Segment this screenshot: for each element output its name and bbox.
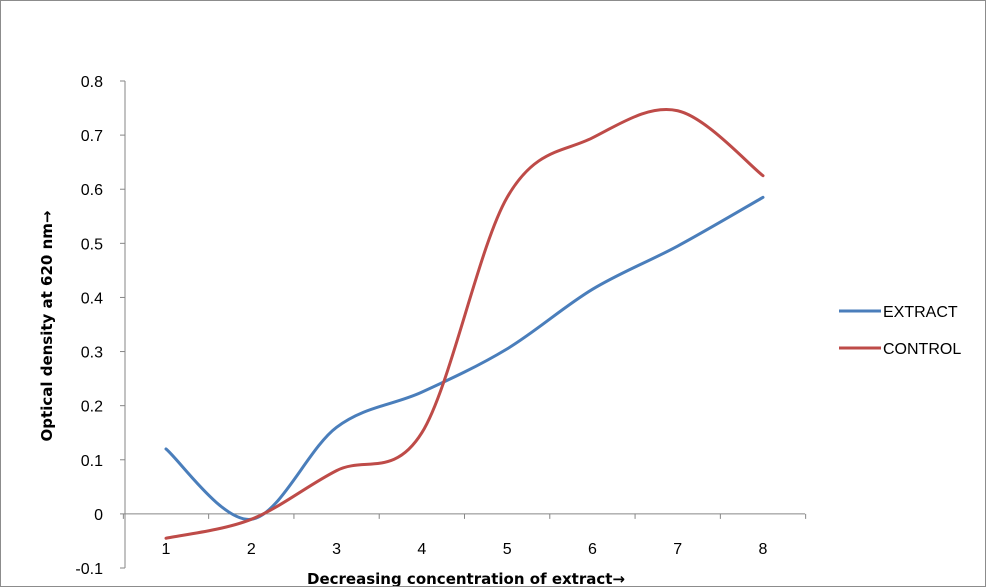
y-tick-label: 0.2 <box>81 399 103 416</box>
y-tick-label: 0.4 <box>81 290 103 307</box>
y-tick-label: -0.1 <box>75 561 103 578</box>
series-line-control <box>164 108 765 540</box>
legend-label-control: CONTROL <box>883 341 961 358</box>
x-tick-label: 4 <box>417 541 426 558</box>
series-layer <box>164 108 765 540</box>
y-tick-label: 0.3 <box>81 345 103 362</box>
x-tick-label: 1 <box>162 541 171 558</box>
y-tick-label: 0.8 <box>81 74 103 91</box>
x-tick-label: 8 <box>759 541 768 558</box>
y-tick-label: 0.5 <box>81 236 103 253</box>
y-axis-title: Optical density at 620 nm→ <box>38 211 56 442</box>
x-tick-label: 2 <box>247 541 256 558</box>
y-tick-label: 0.7 <box>81 128 103 145</box>
y-tick-label: 0.6 <box>81 182 103 199</box>
axes <box>124 81 805 568</box>
series-line-extract <box>164 195 765 521</box>
x-tick-label: 5 <box>503 541 512 558</box>
y-tick-label: 0.1 <box>81 453 103 470</box>
legend-label-extract: EXTRACT <box>883 304 958 321</box>
x-axis-ticks: 1 2 3 4 5 6 7 8 <box>122 513 807 558</box>
x-tick-label: 6 <box>588 541 597 558</box>
y-axis-ticks: -0.1 0 0.1 0.2 0.3 0.4 0.5 0.6 0.7 0.8 <box>75 74 125 578</box>
x-tick-label: 7 <box>673 541 682 558</box>
legend: EXTRACT CONTROL <box>839 304 961 358</box>
x-axis-title: Decreasing concentration of extract→ <box>307 570 625 586</box>
x-tick-label: 3 <box>332 541 341 558</box>
y-tick-label: 0 <box>94 507 103 524</box>
